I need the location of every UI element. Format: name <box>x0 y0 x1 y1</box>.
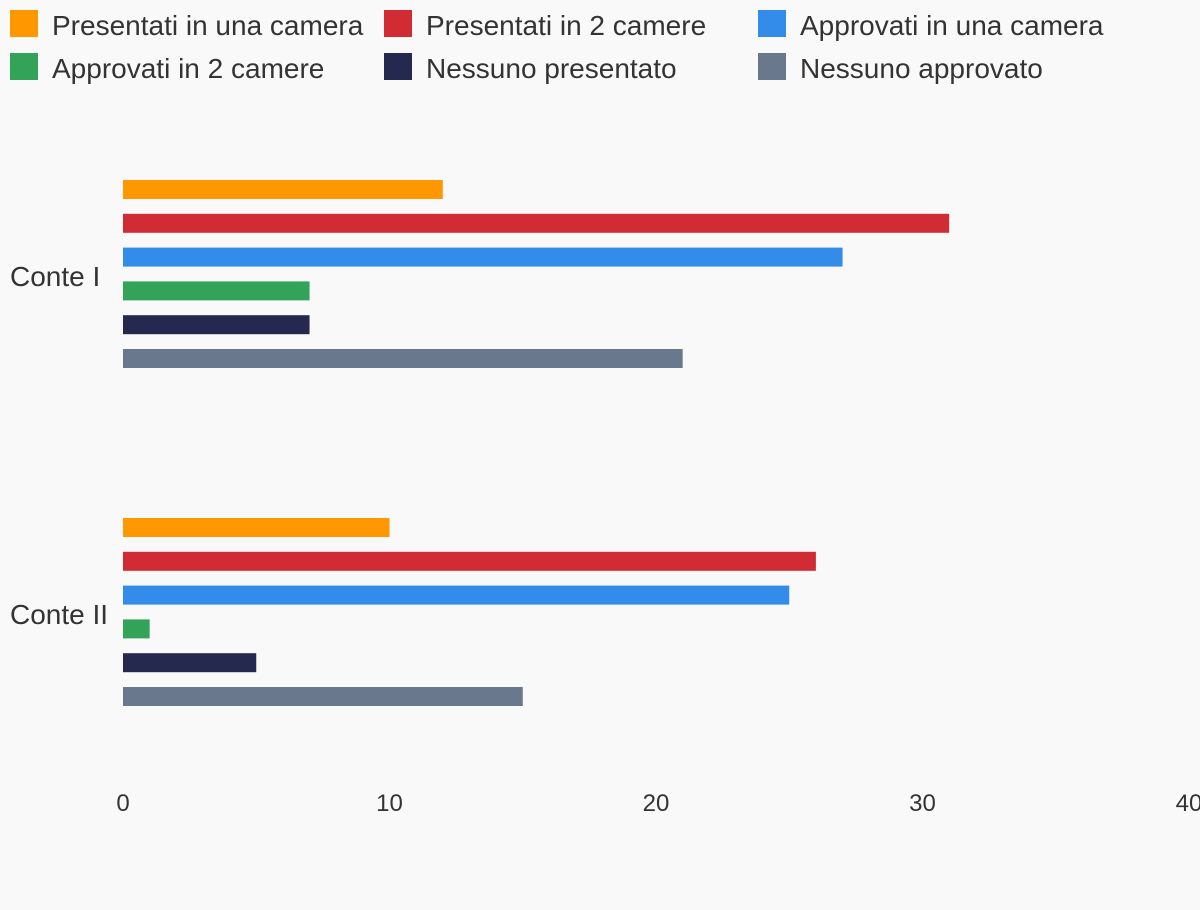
bar <box>123 180 443 199</box>
category-label: Conte II <box>10 599 108 630</box>
chart-bars <box>123 180 950 706</box>
legend-swatch <box>10 53 38 80</box>
legend-item: Presentati in 2 camere <box>384 10 706 41</box>
x-tick-label: 30 <box>909 790 936 817</box>
bar <box>123 315 310 335</box>
category-label: Conte I <box>10 261 100 292</box>
bar <box>123 247 843 267</box>
legend-label: Nessuno presentato <box>426 53 677 84</box>
x-tick-label: 40 <box>1176 790 1200 817</box>
x-tick-label: 0 <box>116 790 129 817</box>
x-tick-label: 20 <box>643 790 670 817</box>
legend-item: Nessuno presentato <box>384 53 677 84</box>
bar <box>123 551 816 571</box>
bar <box>123 687 523 706</box>
legend-swatch <box>384 53 412 80</box>
bar <box>123 585 790 605</box>
legend-item: Presentati in una camera <box>10 10 364 41</box>
legend-swatch <box>758 53 786 80</box>
legend-label: Presentati in 2 camere <box>426 10 706 41</box>
legend-label: Approvati in una camera <box>800 10 1104 41</box>
bar <box>123 619 150 639</box>
legend-item: Approvati in 2 camere <box>10 53 324 84</box>
legend-label: Approvati in 2 camere <box>52 53 324 84</box>
bar <box>123 213 950 233</box>
bar <box>123 349 683 368</box>
legend-item: Nessuno approvato <box>758 53 1043 84</box>
bar <box>123 518 390 537</box>
value-axis: 0 10 20 30 40 <box>116 790 1200 817</box>
bar <box>123 281 310 301</box>
category-axis: Conte I Conte II <box>10 261 108 630</box>
x-tick-label: 10 <box>376 790 403 817</box>
bar <box>123 653 257 673</box>
legend-label: Presentati in una camera <box>52 10 364 41</box>
legend-swatch <box>10 10 38 37</box>
chart-legend: Presentati in una camera Presentati in 2 … <box>10 10 1104 84</box>
bar-group <box>123 180 950 368</box>
bar-group <box>123 518 816 706</box>
legend-swatch <box>384 10 412 37</box>
legend-label: Nessuno approvato <box>800 53 1043 84</box>
legend-item: Approvati in una camera <box>758 10 1104 41</box>
legend-swatch <box>758 10 786 37</box>
